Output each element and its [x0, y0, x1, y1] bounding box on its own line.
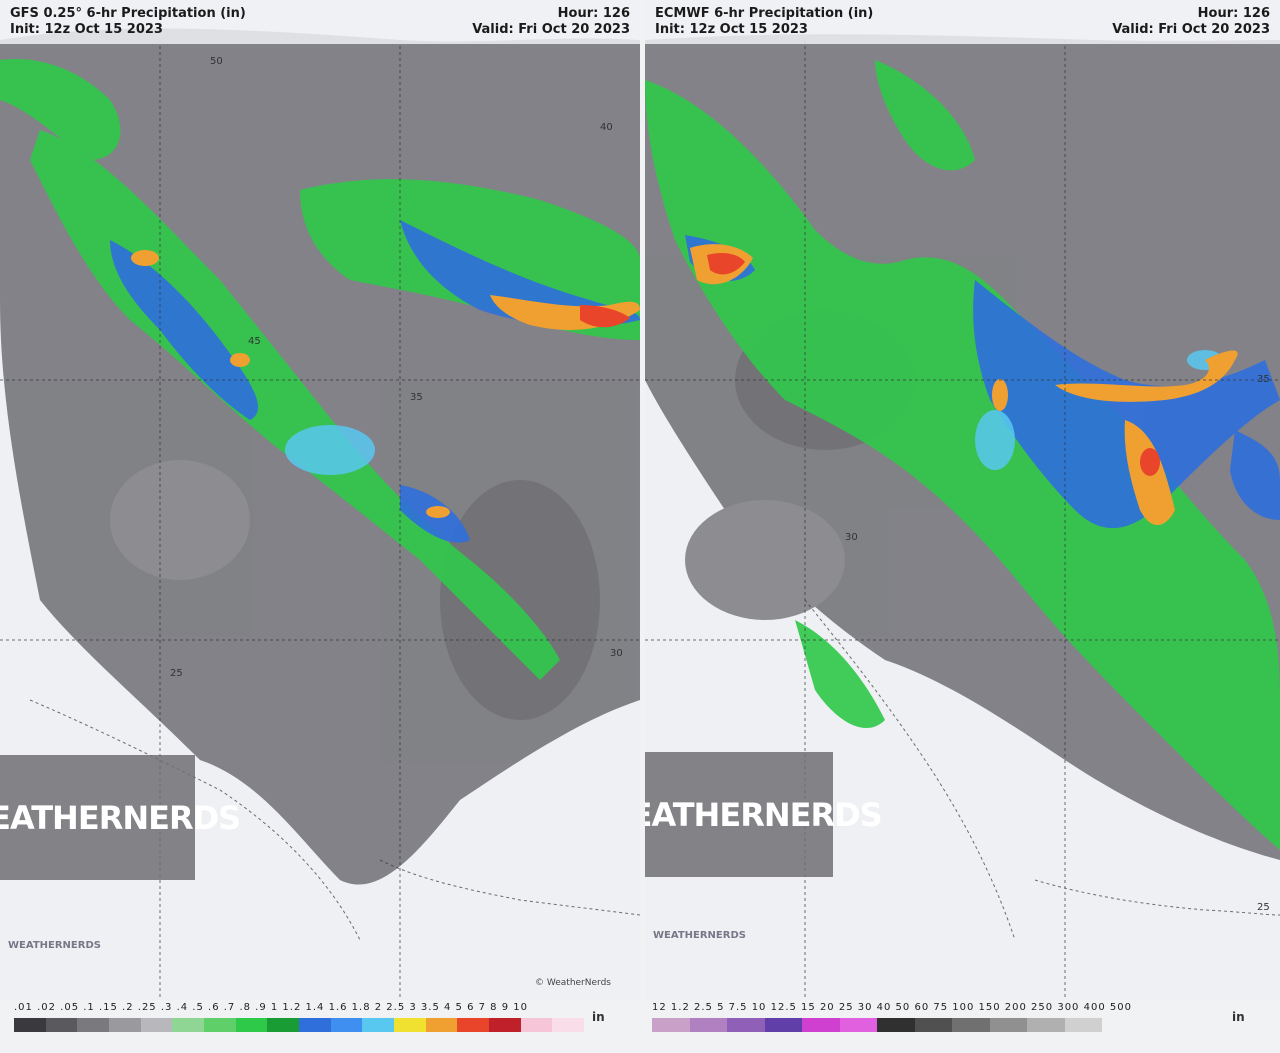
lat-label-40: 40	[600, 122, 613, 133]
precip-cyan-left	[285, 425, 375, 475]
right-precip-map: 40 35 30 25	[645, 34, 1280, 1000]
right-map-panel: 40 35 30 25 ECMWF 6-hr Precipitation (in…	[645, 0, 1280, 1000]
lat-label-50: 50	[210, 56, 223, 67]
left-watermark: WEATHERNERDS	[0, 755, 241, 880]
lat-label-30: 30	[610, 648, 623, 659]
left-forecast-hour: Hour: 126	[557, 6, 630, 21]
right-panel-header: ECMWF 6-hr Precipitation (in) Init: 12z …	[645, 0, 1280, 44]
left-init-time: Init: 12z Oct 15 2023	[10, 22, 163, 37]
left-legend-bar	[14, 1018, 585, 1032]
lat-label-35-right: 35	[1257, 374, 1270, 385]
precip-orange-right	[690, 244, 1238, 525]
right-legend-unit: in	[1232, 1010, 1245, 1024]
lat-label-25-right: 25	[1257, 902, 1270, 913]
lat-label-45: 45	[248, 336, 261, 347]
left-logo: WEATHERNERDS	[8, 940, 101, 951]
left-legend-unit: in	[592, 1010, 605, 1024]
left-precip-map: 50 45 40 35 30 25	[0, 28, 640, 1000]
left-panel-header: GFS 0.25° 6-hr Precipitation (in) Init: …	[0, 0, 640, 44]
lat-label-35: 35	[410, 392, 423, 403]
right-init-time: Init: 12z Oct 15 2023	[655, 22, 808, 37]
lat-label-30-right: 30	[845, 532, 858, 543]
right-logo: WEATHERNERDS	[653, 930, 746, 941]
precip-green-right	[645, 60, 1280, 850]
left-legend-ticks: .01 .02 .05 .1 .15 .2 .25 .3 .4 .5 .6 .7…	[14, 1002, 528, 1013]
precip-orange-left	[131, 250, 640, 518]
left-credit: © WeatherNerds	[535, 978, 611, 988]
right-model-title: ECMWF 6-hr Precipitation (in)	[655, 6, 874, 21]
right-valid-time: Valid: Fri Oct 20 2023	[1112, 22, 1270, 37]
left-valid-time: Valid: Fri Oct 20 2023	[472, 22, 630, 37]
left-map-panel: 50 45 40 35 30 25 GFS 0.25° 6-hr Precipi…	[0, 0, 640, 1000]
right-legend-ticks: 12 1.2 2.5 5 7.5 10 12.5 15 20 25 30 40 …	[652, 1002, 1132, 1013]
lat-label-25: 25	[170, 668, 183, 679]
right-forecast-hour: Hour: 126	[1197, 6, 1270, 21]
right-watermark: WEATHERNERDS	[645, 752, 883, 877]
left-model-title: GFS 0.25° 6-hr Precipitation (in)	[10, 6, 246, 21]
right-legend-bar	[652, 1018, 1102, 1032]
